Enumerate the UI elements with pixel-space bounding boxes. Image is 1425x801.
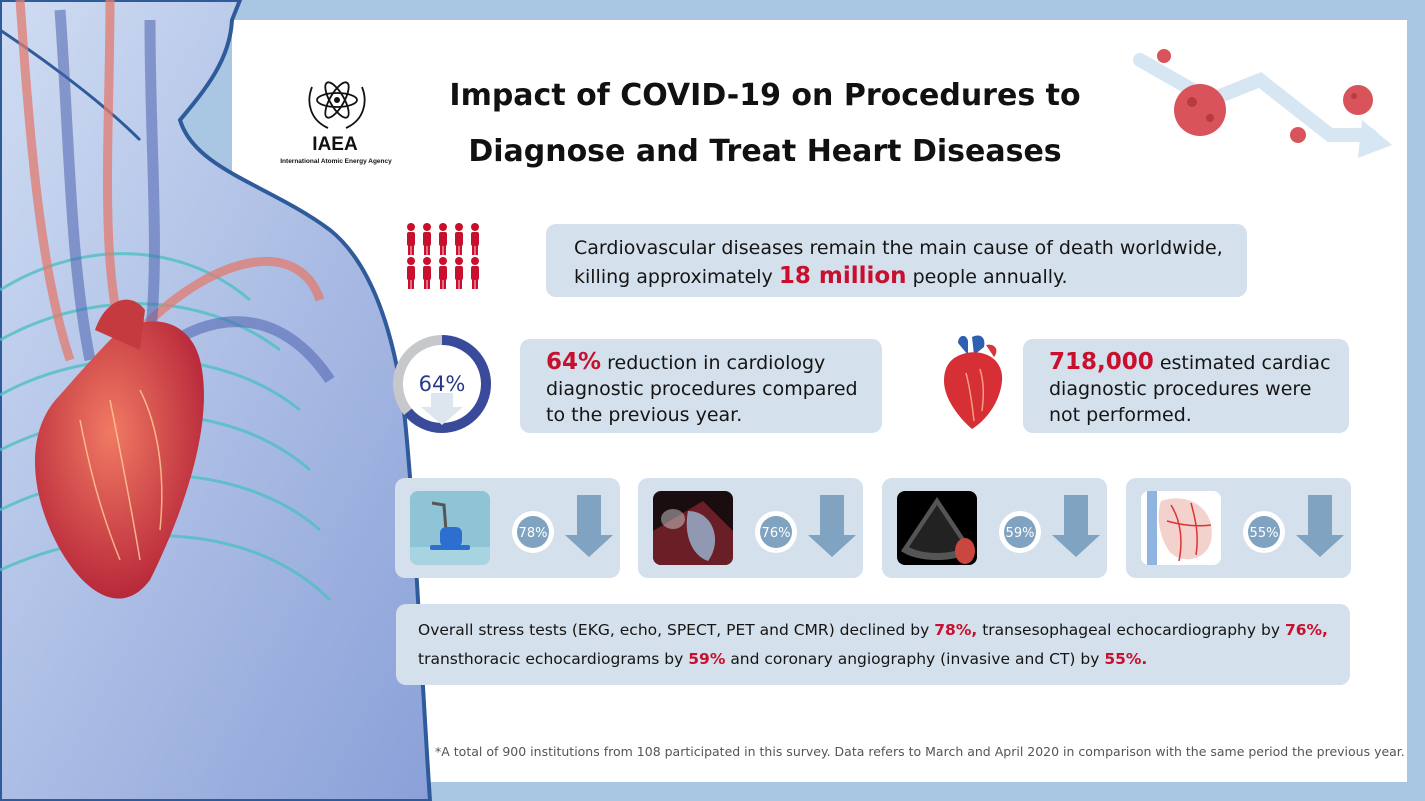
percent-transesophageal-echo: 76% bbox=[762, 526, 791, 541]
people-icon bbox=[407, 223, 479, 289]
reduction-text-b: diagnostic procedures compared bbox=[546, 378, 858, 400]
deaths-text: Cardiovascular diseases remain the main … bbox=[574, 234, 1254, 291]
reduction-text: 64% reduction in cardiology diagnostic p… bbox=[546, 349, 876, 428]
reduction-highlight: 64% bbox=[546, 349, 602, 375]
footnote: *A total of 900 institutions from 108 pa… bbox=[435, 744, 1405, 759]
heart-icon bbox=[944, 335, 1003, 429]
title-line-1: Impact of COVID-19 on Procedures to bbox=[449, 78, 1081, 113]
percent-transthoracic-echo: 59% bbox=[1006, 526, 1035, 541]
procedure-card-transesophageal-echo: 76% bbox=[638, 478, 863, 578]
procedure-card-coronary-angiography: 55% bbox=[1126, 478, 1351, 578]
percent-ring-transesophageal-echo: 76% bbox=[755, 511, 797, 553]
summary-v3: 59% bbox=[688, 650, 726, 668]
down-arrow-icon bbox=[565, 495, 613, 557]
reduction-text-c: to the previous year. bbox=[546, 404, 743, 426]
donut-label: 64% bbox=[419, 372, 466, 396]
logo-name: IAEA bbox=[312, 134, 358, 155]
summary-v4: 55%. bbox=[1104, 650, 1148, 668]
reduction-donut: 64% bbox=[393, 335, 491, 433]
logo-subtitle: International Atomic Energy Agency bbox=[280, 158, 392, 165]
not-performed-text-c: not performed. bbox=[1049, 404, 1192, 426]
summary-p1: Overall stress tests (EKG, echo, SPECT, … bbox=[418, 621, 930, 639]
summary-p4: and coronary angiography (invasive and C… bbox=[730, 650, 1100, 668]
not-performed-text: 718,000 estimated cardiac diagnostic pro… bbox=[1049, 349, 1379, 428]
exercise-bike-icon bbox=[410, 491, 490, 565]
down-arrow-icon bbox=[1052, 495, 1100, 557]
summary-p3: transthoracic echocardiograms by bbox=[418, 650, 684, 668]
summary-p2: transesophageal echocardiography by bbox=[982, 621, 1280, 639]
iaea-logo: IAEA International Atomic Energy Agency bbox=[270, 72, 410, 172]
down-arrow-icon bbox=[1296, 495, 1344, 557]
coronary-angiography-image bbox=[1141, 491, 1221, 565]
not-performed-text-a: estimated cardiac bbox=[1159, 352, 1331, 374]
transthoracic-echo-image bbox=[897, 491, 977, 565]
summary-card: Overall stress tests (EKG, echo, SPECT, … bbox=[396, 604, 1350, 685]
not-performed-highlight: 718,000 bbox=[1049, 349, 1154, 375]
deaths-before: killing approximately bbox=[574, 266, 773, 288]
deaths-card: Cardiovascular diseases remain the main … bbox=[546, 224, 1247, 297]
deaths-highlight: 18 million bbox=[778, 263, 907, 289]
transesophageal-echo-image bbox=[653, 491, 733, 565]
title-line-2: Diagnose and Treat Heart Diseases bbox=[468, 134, 1062, 169]
percent-ring-transthoracic-echo: 59% bbox=[999, 511, 1041, 553]
summary-text: Overall stress tests (EKG, echo, SPECT, … bbox=[418, 616, 1348, 674]
page-title: Impact of COVID-19 on Procedures to Diag… bbox=[420, 68, 1110, 180]
deaths-line-1: Cardiovascular diseases remain the main … bbox=[574, 237, 1223, 259]
deaths-line-2: killing approximately 18 million people … bbox=[574, 262, 1254, 291]
deaths-after: people annually. bbox=[912, 266, 1068, 288]
summary-v1: 78%, bbox=[934, 621, 978, 639]
virus-trend-illustration bbox=[1133, 49, 1392, 158]
percent-coronary-angiography: 55% bbox=[1250, 526, 1279, 541]
not-performed-text-b: diagnostic procedures were bbox=[1049, 378, 1312, 400]
not-performed-card: 718,000 estimated cardiac diagnostic pro… bbox=[1023, 339, 1349, 433]
percent-ring-stress-tests: 78% bbox=[512, 511, 554, 553]
reduction-card: 64% reduction in cardiology diagnostic p… bbox=[520, 339, 882, 433]
reduction-text-a: reduction in cardiology bbox=[607, 352, 826, 374]
percent-stress-tests: 78% bbox=[519, 526, 548, 541]
atom-laurel-emblem bbox=[308, 81, 366, 129]
procedure-card-transthoracic-echo: 59% bbox=[882, 478, 1107, 578]
percent-ring-coronary-angiography: 55% bbox=[1243, 511, 1285, 553]
summary-v2: 76%, bbox=[1284, 621, 1328, 639]
down-arrow-icon bbox=[808, 495, 856, 557]
procedure-card-stress-tests: 78% bbox=[395, 478, 620, 578]
